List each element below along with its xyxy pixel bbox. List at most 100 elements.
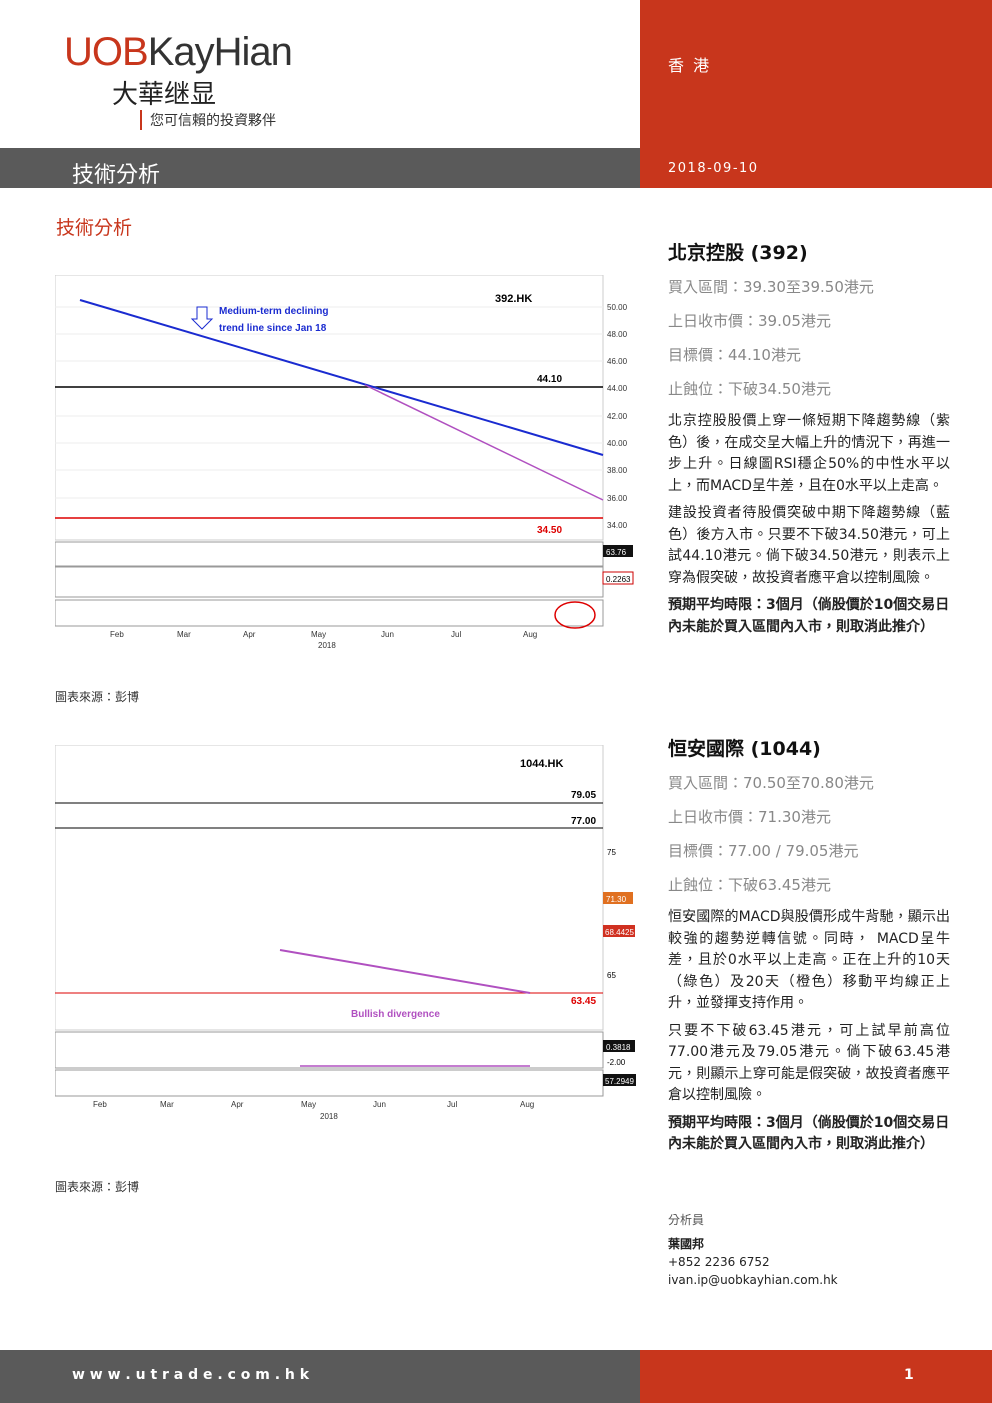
tag: -2.00 — [607, 1058, 626, 1067]
x-tick-label: Feb — [110, 630, 124, 639]
y-tick-label: 42.00 — [607, 412, 628, 421]
section-title: 技術分析 — [72, 163, 161, 188]
period-note: 預期平均時限：3個月（倘股價於10個交易日內未能於買入區間內入市，則取消此推介） — [668, 1114, 950, 1153]
trend-line-purple — [364, 384, 604, 501]
x-tick-label: May — [301, 1100, 316, 1109]
y-tick-label: 46.00 — [607, 357, 628, 366]
tag: 0.3818 — [606, 1043, 631, 1052]
tagline: 您可信賴的投資夥伴 — [140, 110, 276, 130]
price-panel — [55, 745, 604, 1031]
annotation: Bullish divergence — [351, 1009, 440, 1020]
stock-field: 目標價：77.00 / 79.05港元 — [668, 842, 859, 860]
macd-panel — [55, 566, 604, 598]
y-tick-label: 36.00 — [607, 494, 628, 503]
ticker: 1044.HK — [520, 758, 563, 770]
decoration: 50.00 48.00 46.00 44.00 42.00 40.00 38.0… — [607, 303, 628, 530]
price-panel — [55, 275, 604, 541]
rsi-panel — [55, 1069, 604, 1097]
figure: 1044.HK Bullish divergence 79.05 77.00 6… — [55, 745, 636, 1122]
x-tick-label: Aug — [523, 630, 537, 639]
decoration: Feb Mar Apr May Jun Jul Aug 2018 — [110, 630, 537, 650]
paragraph: 只要不下破63.45港元，可上試早前高位77.00港元及79.05港元。倘下破6… — [668, 1022, 950, 1104]
tag: 68.4425 — [605, 928, 634, 937]
y-tick-label: 65 — [607, 971, 616, 980]
stock-field: 上日收市價：71.30港元 — [668, 808, 831, 826]
tag-bg — [602, 571, 634, 585]
paragraph: 北京控股股價上穿一條短期下降趨勢線（紫色）後，在成交呈大幅上升的情況下，再進一步… — [668, 413, 950, 494]
x-tick-label: Jun — [373, 1100, 386, 1109]
figure-source: 圖表來源：彭博 — [55, 1180, 140, 1194]
stock-field: 上日收市價：39.05港元 — [668, 312, 831, 330]
paragraph: 建設投資者待股價突破中期下降趨勢線（藍色）後方入市。只要不下破34.50港元，可… — [668, 505, 950, 586]
x-tick-label: Aug — [520, 1100, 534, 1109]
trend-line-blue — [79, 299, 604, 456]
annotation: trend line since Jan 18 — [219, 323, 327, 334]
analyst-email: ivan.ip@uobkayhian.com.hk — [668, 1273, 838, 1287]
page-title: 技術分析 — [56, 217, 133, 239]
footer-url: w w w . u t r a d e . c o m . h k — [72, 1367, 310, 1383]
x-tick-label: Mar — [177, 630, 191, 639]
macd-panel — [55, 1031, 604, 1069]
chart-image: 1044.HK Bullish divergence 79.05 77.00 6… — [55, 745, 636, 1121]
level-label: 77.00 — [571, 816, 596, 827]
y-tick-label: 75 — [607, 848, 616, 857]
analyst-phone: +852 2236 6752 — [668, 1255, 770, 1269]
tag: 57.2949 — [605, 1077, 634, 1086]
date: 2018-09-10 — [668, 161, 759, 176]
paragraph: 恒安國際的MACD與股價形成牛背馳，顯示出較強的趨勢逆轉信號。同時， MACD呈… — [668, 909, 950, 1011]
y-tick-label: 44.00 — [607, 384, 628, 393]
figure: 392.HK Medium-term declining trend line … — [55, 275, 636, 652]
brand-mark: UOB — [64, 30, 149, 74]
tag-bg — [603, 925, 635, 937]
stock-field: 買入區間：70.50至70.80港元 — [668, 774, 874, 792]
footer-gray — [0, 1350, 640, 1403]
ticker: 392.HK — [495, 293, 532, 305]
tag-bg — [603, 545, 633, 557]
tag-bg — [603, 892, 633, 904]
y-tick-label: 50.00 — [607, 303, 628, 312]
stock-block: 北京控股 (392) 買入區間：39.30至39.50港元 上日收市價：39.0… — [668, 238, 950, 638]
x-tick-label: Apr — [243, 630, 256, 639]
analyst-label: 分析員 — [668, 1213, 705, 1227]
level-label: 63.45 — [571, 996, 596, 1007]
level-label: 44.10 — [537, 374, 562, 385]
level-label: 79.05 — [571, 790, 596, 801]
arrow — [190, 306, 214, 330]
stock-field: 止蝕位：下破34.50港元 — [668, 380, 831, 398]
x-tick-label: Jun — [381, 630, 394, 639]
highlight-circle — [554, 601, 596, 629]
header-red-block — [640, 0, 992, 188]
stock-field: 目標價：44.10港元 — [668, 346, 801, 364]
stock-field: 止蝕位：下破63.45港元 — [668, 876, 831, 894]
x-year-label: 2018 — [318, 641, 336, 650]
region: 香 港 — [668, 56, 712, 75]
tag: 63.76 — [606, 548, 627, 557]
x-year-label: 2018 — [320, 1112, 338, 1121]
stock-block: 恒安國際 (1044) 買入區間：70.50至70.80港元 上日收市價：71.… — [668, 734, 950, 1156]
annotation: Medium-term declining — [219, 306, 328, 317]
x-tick-label: Jul — [447, 1100, 457, 1109]
x-tick-label: Mar — [160, 1100, 174, 1109]
x-tick-label: Apr — [231, 1100, 244, 1109]
brand-text: KayHian — [147, 30, 293, 74]
stock-field: 買入區間：39.30至39.50港元 — [668, 278, 874, 296]
tag: 71.30 — [606, 895, 627, 904]
stock-title: 北京控股 (392) — [668, 242, 808, 264]
period-note: 預期平均時限：3個月（倘股價於10個交易日內未能於買入區間內入市，則取消此推介） — [668, 597, 950, 635]
analyst-name: 葉國邦 — [668, 1237, 705, 1251]
decoration: Feb Mar Apr May Jun Jul Aug 2018 — [93, 1100, 534, 1121]
brand: UOBKayHian — [64, 30, 293, 75]
footer-red — [640, 1350, 992, 1403]
header-gray-bar — [0, 148, 640, 188]
analyst: 分析員 葉國邦 +852 2236 6752 ivan.ip@uobkayhia… — [668, 1211, 950, 1289]
tag-bg — [603, 1040, 635, 1052]
brand-cn: 大華继显 — [112, 80, 217, 110]
rsi-panel — [55, 541, 604, 567]
y-tick-label: 48.00 — [607, 330, 628, 339]
level-label: 34.50 — [537, 525, 562, 536]
y-tick-label: 38.00 — [607, 466, 628, 475]
y-tick-label: 34.00 — [607, 521, 628, 530]
page-number: 1 — [904, 1367, 914, 1383]
